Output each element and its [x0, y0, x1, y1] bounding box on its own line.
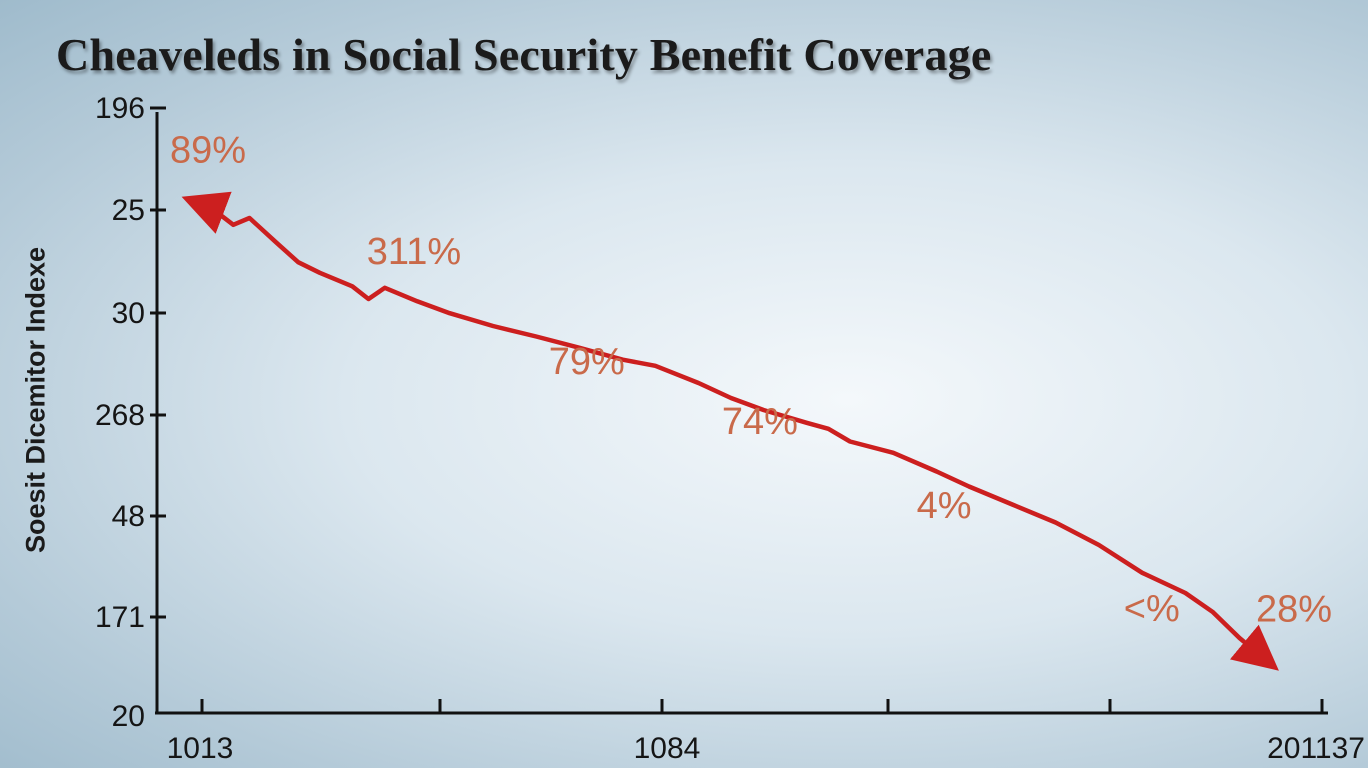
- x-tick-label: 1084: [634, 732, 701, 765]
- data-label: 311%: [367, 231, 461, 273]
- chart-title: Cheaveleds in Social Security Benefit Co…: [56, 29, 992, 80]
- series-line: [181, 191, 1279, 671]
- y-tick-label: 171: [95, 601, 145, 634]
- y-tick-label: 196: [95, 92, 145, 125]
- ticks: 196 25 30 268 48 171 20 1013 1084 201137: [95, 92, 1365, 765]
- data-label: 89%: [170, 130, 246, 172]
- y-tick-label: 48: [112, 500, 145, 533]
- y-tick-label: 268: [95, 399, 145, 432]
- y-tick-label: 30: [112, 297, 145, 330]
- data-label: <%: [1124, 588, 1180, 630]
- data-label: 74%: [722, 401, 798, 443]
- data-labels: 89% 311% 79% 74% 4% <% 28%: [170, 130, 1332, 631]
- data-label: 79%: [549, 341, 625, 383]
- x-tick-label: 1013: [167, 732, 234, 765]
- y-tick-label: 20: [112, 700, 145, 733]
- data-label: 28%: [1256, 589, 1332, 631]
- data-label: 4%: [917, 485, 972, 527]
- x-tick-label: 201137: [1267, 732, 1365, 765]
- y-tick-label: 25: [112, 194, 145, 227]
- series: [181, 191, 1279, 671]
- axes: [155, 112, 1328, 715]
